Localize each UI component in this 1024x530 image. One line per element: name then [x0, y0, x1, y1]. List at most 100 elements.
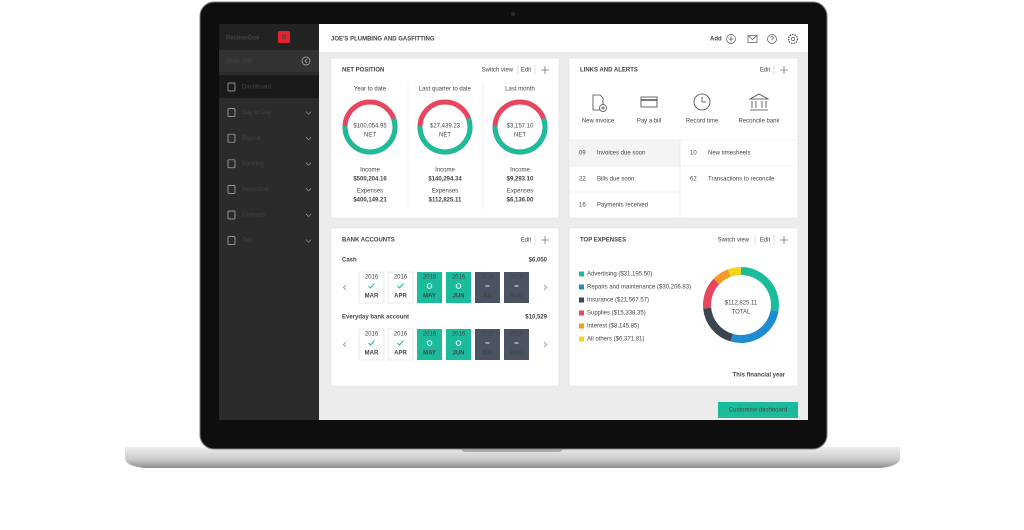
- logo-mark-box: [278, 31, 290, 43]
- switch-view[interactable]: Switch view: [482, 68, 514, 74]
- add-icon[interactable]: [726, 34, 736, 44]
- alert-label[interactable]: New timesheets: [708, 151, 751, 157]
- menu-item[interactable]: Contacts: [242, 213, 266, 219]
- prev-arrow[interactable]: [342, 341, 347, 348]
- menu-item[interactable]: Dashboard: [242, 85, 271, 91]
- legend-swatch: [579, 297, 584, 303]
- prev-arrow[interactable]: [342, 284, 347, 291]
- month-box: [417, 272, 442, 303]
- card-title: BANK ACCOUNTS: [342, 238, 395, 244]
- net-label: NET: [439, 133, 451, 139]
- clock-icon[interactable]: [693, 93, 711, 111]
- legend-label: All others ($6,371.81): [587, 337, 644, 343]
- status-check: [368, 340, 375, 346]
- income-label: Income: [360, 168, 380, 174]
- help-icon[interactable]: [767, 34, 777, 44]
- month-name: MAY: [423, 294, 436, 300]
- status-check: [368, 283, 375, 289]
- quick-link[interactable]: Record time: [686, 119, 719, 125]
- month-year: 2016: [423, 332, 437, 338]
- donut-segment: [730, 309, 779, 343]
- month-name: AUG: [510, 294, 524, 300]
- switch-view[interactable]: Switch view: [718, 238, 750, 244]
- edit-link[interactable]: Edit: [521, 68, 532, 74]
- expenses-amount: $6,136.00: [507, 198, 534, 204]
- alert-count[interactable]: 10: [690, 151, 697, 157]
- alert-label[interactable]: Invoices due soon: [597, 151, 645, 157]
- legend-swatch: [579, 323, 584, 329]
- quick-link[interactable]: Reconcile bank: [738, 119, 780, 125]
- legend-swatch: [579, 310, 584, 316]
- month-year: 2016: [365, 332, 379, 338]
- quick-link[interactable]: New invoice: [582, 119, 615, 125]
- period-label: Last quarter to date: [419, 87, 472, 93]
- alert-count[interactable]: 22: [579, 177, 586, 183]
- alert-highlight: [569, 140, 680, 166]
- next-arrow[interactable]: [543, 341, 548, 348]
- quick-link[interactable]: Pay a bill: [637, 119, 661, 125]
- account-name: Cash: [342, 258, 357, 264]
- invoice-icon[interactable]: [592, 94, 604, 111]
- move-icon[interactable]: [780, 66, 788, 74]
- menu-icon: [227, 108, 236, 117]
- status-open: [426, 340, 433, 346]
- menu-item[interactable]: Tax: [242, 238, 251, 244]
- month-year: 2016: [481, 332, 495, 338]
- collapse-arrow: [304, 58, 308, 64]
- settings-icon[interactable]: [787, 33, 799, 45]
- bank-icon[interactable]: [748, 93, 770, 111]
- menu-item[interactable]: Day to Day: [242, 110, 272, 116]
- legend-label: Interest ($8,145.85): [587, 324, 639, 330]
- edit-link[interactable]: Edit: [760, 238, 771, 244]
- legend-label: Supplies ($15,338.35): [587, 311, 646, 317]
- status-check: [397, 283, 404, 289]
- move-icon[interactable]: [541, 236, 549, 244]
- net-amount: $100,054.95: [353, 124, 387, 130]
- customise-button: [718, 402, 798, 418]
- month-name: MAR: [365, 351, 379, 357]
- income-label: Income: [510, 168, 530, 174]
- menu-active: [219, 75, 319, 98]
- move-icon[interactable]: [780, 236, 788, 244]
- alert-count[interactable]: 62: [690, 177, 697, 183]
- next-arrow[interactable]: [543, 284, 548, 291]
- logo-mark: R: [282, 35, 287, 41]
- add-button[interactable]: Add: [710, 37, 722, 43]
- net-amount: $27,439.23: [430, 124, 461, 130]
- month-name: MAR: [365, 294, 379, 300]
- mail-icon: [747, 35, 758, 43]
- menu-chevron: [305, 213, 312, 217]
- legend-label: Repairs and maintenance ($30,206.83): [587, 285, 691, 291]
- net-label: NET: [364, 133, 376, 139]
- alert-label[interactable]: Bills due soon: [597, 177, 634, 183]
- menu-chevron: [305, 136, 312, 141]
- edit-link[interactable]: Edit: [760, 68, 771, 74]
- month-name: JUN: [452, 294, 464, 300]
- menu-item[interactable]: Banking: [242, 161, 264, 167]
- logo: ReckonOne: [226, 36, 260, 42]
- move-icon[interactable]: [541, 66, 549, 74]
- month-year: 2016: [452, 332, 466, 338]
- menu-chevron: [305, 239, 312, 243]
- month-name: JUL: [482, 294, 494, 300]
- legend-label: Insurance ($21,567.57): [587, 298, 649, 304]
- expenses-amount: $112,825.11: [429, 198, 462, 204]
- expenses-label: Expenses: [507, 189, 533, 195]
- period-label: This financial year: [733, 373, 786, 379]
- income-amount: $500,204.16: [353, 177, 387, 183]
- month-box: [475, 272, 500, 303]
- month-box: [475, 329, 500, 360]
- period-label: Last month: [505, 87, 535, 93]
- customise-button-label[interactable]: Customise dashboard: [729, 408, 787, 414]
- alert-label[interactable]: Payments received: [597, 203, 648, 209]
- expenses-label: Expenses: [432, 189, 458, 195]
- company-name: JOE'S PLUMBING AND GASFITTING: [331, 37, 435, 43]
- menu-item[interactable]: Payroll: [242, 136, 260, 142]
- alert-count[interactable]: 16: [579, 203, 586, 209]
- donut-segment: [703, 307, 733, 342]
- menu-item[interactable]: Reporting: [242, 187, 268, 193]
- edit-link[interactable]: Edit: [521, 238, 532, 244]
- alert-label[interactable]: Transactions to reconcile: [708, 177, 775, 183]
- alert-count[interactable]: 09: [579, 151, 586, 157]
- income-amount: $9,293.10: [507, 177, 534, 183]
